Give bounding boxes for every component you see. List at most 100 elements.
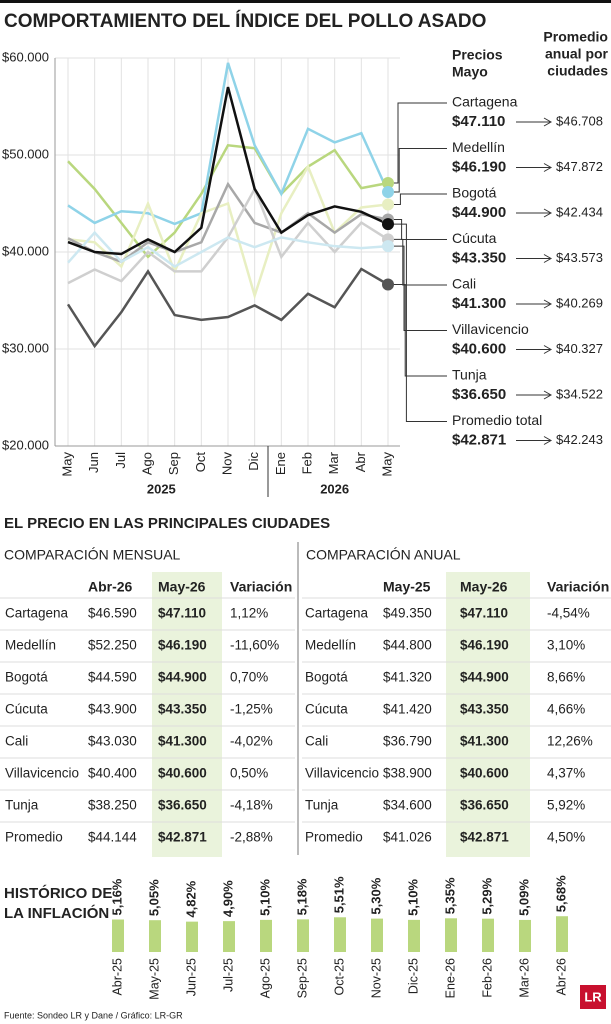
annual-price: $40.327 — [556, 341, 603, 356]
bar-category: Nov-25 — [369, 958, 383, 998]
end-dot — [382, 240, 394, 253]
connector — [394, 283, 447, 377]
cell: $38.900 — [383, 766, 432, 781]
bar-chart-title: LA INFLACIÓN — [4, 904, 109, 922]
arrow-head — [543, 299, 553, 309]
column-header: May-25 — [383, 579, 431, 595]
connector — [394, 102, 447, 184]
price-header: Mayo — [452, 64, 488, 80]
bar-chart-title: HISTÓRICO DE — [4, 884, 112, 902]
highlight-column — [446, 572, 530, 857]
cell: 0,50% — [230, 766, 268, 781]
bar — [371, 918, 383, 952]
annual-price: $42.243 — [556, 432, 603, 447]
x-tick-label: Mar — [326, 451, 341, 474]
arrow-head — [543, 390, 553, 400]
annual-header: ciudades — [547, 63, 608, 79]
cell: -11,60% — [230, 638, 279, 653]
cell: Bogotá — [305, 670, 348, 685]
annual-price: $42.434 — [556, 204, 603, 219]
cell: Cali — [305, 734, 328, 749]
cell: $42.871 — [460, 830, 509, 845]
x-tick-label: Jun — [86, 452, 101, 473]
cell: Villavicencio — [5, 766, 79, 781]
annual-price: $40.269 — [556, 295, 603, 310]
cell: $36.650 — [158, 798, 207, 813]
city-name: Promedio total — [452, 412, 542, 428]
end-dot — [382, 198, 394, 211]
bar-value-label: 4,90% — [220, 880, 235, 917]
x-tick-label: Dic — [246, 452, 261, 471]
logo: LR — [584, 989, 602, 1004]
annual-price: $46.708 — [556, 113, 603, 128]
bar-category: Ago-25 — [258, 958, 272, 998]
cell: Medellín — [305, 638, 356, 653]
cell: Cartagena — [5, 606, 69, 621]
cell: Tunja — [305, 798, 339, 813]
cell: Medellín — [5, 638, 56, 653]
cell: $44.590 — [88, 670, 137, 685]
bar — [297, 919, 309, 952]
city-name: Cali — [452, 276, 476, 292]
cell: $41.300 — [158, 734, 207, 749]
cell: Bogotá — [5, 670, 48, 685]
city-name: Medellín — [452, 139, 505, 155]
x-tick-label: Sep — [166, 452, 181, 475]
annual-price: $34.522 — [556, 386, 603, 401]
annual-price: $47.872 — [556, 159, 603, 174]
bar — [445, 918, 457, 952]
y-tick-label: $20.000 — [2, 437, 49, 452]
bar — [260, 919, 272, 952]
cell: -4,54% — [547, 606, 590, 621]
series-line — [67, 143, 389, 259]
bar — [519, 919, 531, 952]
cell: $41.026 — [383, 830, 432, 845]
bar-category: Ene-26 — [443, 958, 457, 998]
y-tick-label: $60.000 — [2, 49, 49, 64]
highlight-column — [152, 572, 222, 857]
cell: $44.900 — [460, 670, 509, 685]
city-name: Cúcuta — [452, 230, 497, 246]
city-price: $44.900 — [452, 204, 506, 221]
cell: $42.871 — [158, 830, 207, 845]
bar-value-label: 5,09% — [516, 879, 531, 916]
bar — [186, 921, 198, 952]
year-label: 2026 — [320, 481, 349, 496]
cell: 1,12% — [230, 606, 268, 621]
bar — [334, 917, 346, 952]
bar — [112, 919, 124, 952]
cell: 4,50% — [547, 830, 585, 845]
cell: 3,10% — [547, 638, 585, 653]
cell: $44.144 — [88, 830, 137, 845]
series-line — [67, 62, 390, 226]
annual-price: $43.573 — [556, 250, 603, 265]
series-line — [67, 86, 389, 256]
bar-value-label: 5,51% — [331, 876, 346, 913]
logo-box — [580, 985, 606, 1009]
city-name: Tunja — [452, 367, 487, 383]
bar — [408, 919, 420, 952]
connector — [394, 223, 447, 422]
bar — [223, 921, 235, 952]
bar-category: Abr-26 — [554, 958, 568, 996]
bar — [556, 916, 568, 952]
cell: Promedio — [305, 830, 363, 845]
title: COMPORTAMIENTO DEL ÍNDICE DEL POLLO ASAD… — [4, 10, 486, 32]
connector — [394, 193, 447, 205]
bar-value-label: 5,10% — [257, 879, 272, 916]
y-tick-label: $30.000 — [2, 340, 49, 355]
x-tick-label: Oct — [193, 452, 208, 473]
bar-category: Abr-25 — [110, 958, 124, 996]
cell: 0,70% — [230, 670, 268, 685]
arrow-head — [543, 345, 553, 354]
cell: Tunja — [5, 798, 39, 813]
cell: $43.030 — [88, 734, 137, 749]
arrow-head — [543, 436, 553, 445]
end-dot — [382, 278, 394, 291]
city-price: $40.600 — [452, 340, 506, 357]
x-tick-label: Nov — [219, 452, 234, 476]
cell: -1,25% — [230, 702, 273, 717]
section-title: EL PRECIO EN LAS PRINCIPALES CIUDADES — [4, 515, 330, 532]
x-tick-label: May — [379, 452, 394, 477]
bar-value-label: 5,30% — [368, 877, 383, 914]
